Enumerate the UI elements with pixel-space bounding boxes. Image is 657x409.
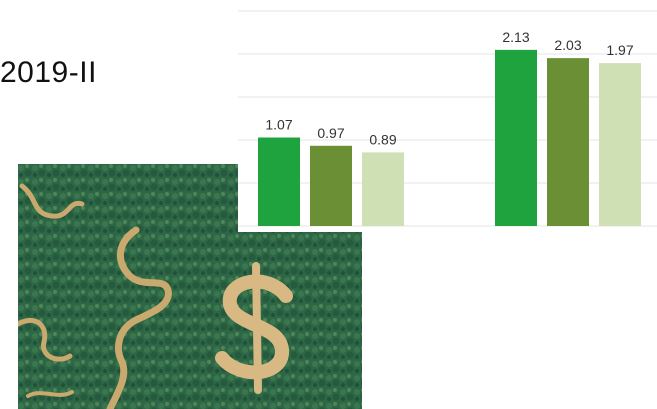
data-label: 0.89 xyxy=(369,131,396,147)
bar-chart: 1.07 0.97 0.89 2.13 2.03 1.97 xyxy=(238,6,657,232)
data-label: 2.13 xyxy=(502,29,529,45)
data-label: 1.07 xyxy=(265,117,292,133)
chart-data-labels: 1.07 0.97 0.89 2.13 2.03 1.97 xyxy=(265,29,633,148)
data-label: 1.97 xyxy=(606,42,633,58)
data-label: 0.97 xyxy=(317,125,344,141)
river-icon xyxy=(18,183,172,409)
bar xyxy=(310,145,352,226)
bar xyxy=(495,49,537,226)
data-label: 2.03 xyxy=(554,37,581,53)
dollar-sign-icon xyxy=(215,262,293,394)
bar xyxy=(547,58,589,227)
bar xyxy=(258,137,300,226)
chart-bars xyxy=(258,49,641,227)
slide-title: 2019-II xyxy=(0,56,97,89)
bar xyxy=(362,152,404,226)
bar xyxy=(599,63,641,226)
